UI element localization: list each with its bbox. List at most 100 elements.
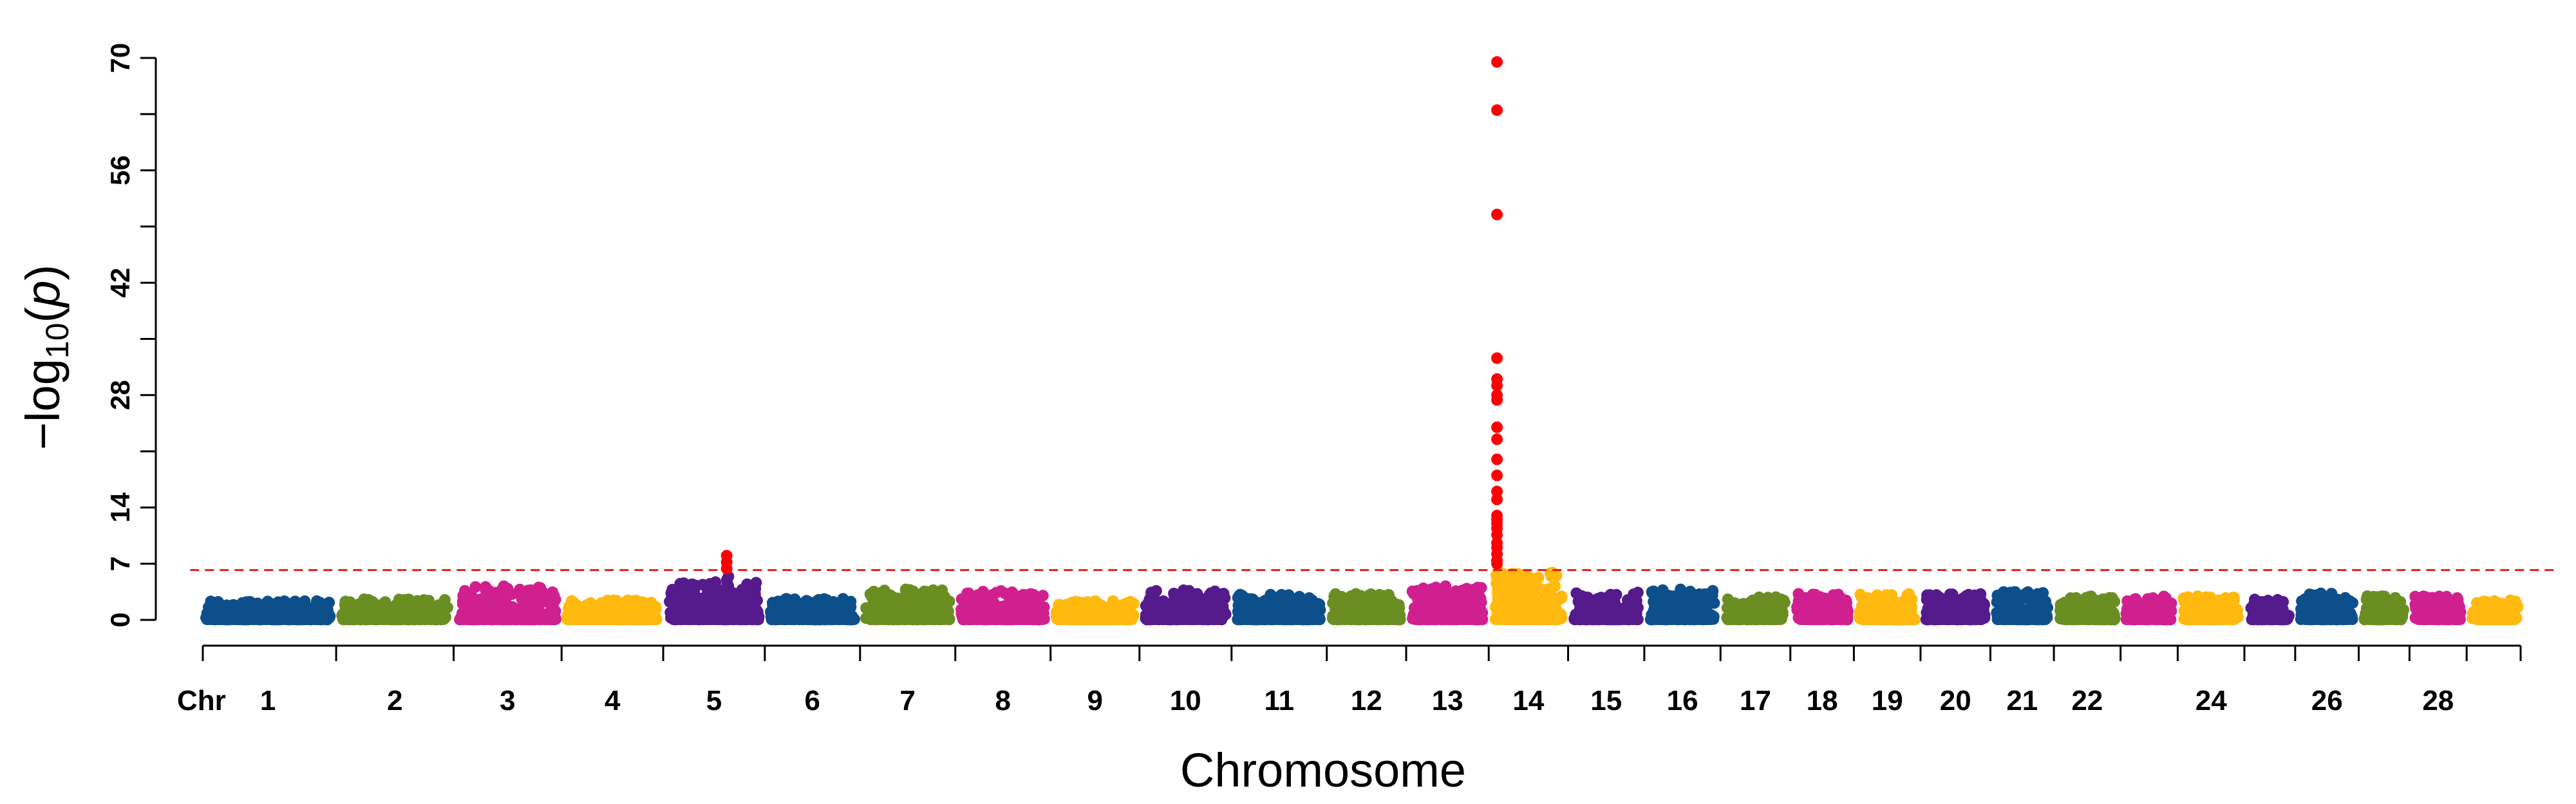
data-point: [1032, 597, 1044, 609]
chromosome-22-base-band: [2058, 608, 2116, 625]
chromosome-21-points: [1991, 586, 2054, 626]
chromosome-5-points: [664, 576, 765, 626]
data-point: [502, 599, 514, 612]
data-point: [253, 599, 265, 612]
chromosome-4-base-band: [566, 608, 659, 625]
data-point: [1698, 588, 1711, 600]
data-point: [2249, 594, 2261, 606]
data-point: [1764, 594, 1776, 605]
data-point: [1548, 592, 1560, 604]
data-point: [977, 586, 989, 598]
data-point: [1513, 590, 1525, 602]
data-point: [1970, 590, 1982, 602]
data-point: [1210, 594, 1222, 606]
data-point: [1442, 596, 1454, 608]
chromosome-5-base-band: [668, 608, 760, 625]
data-point: [1147, 591, 1159, 603]
data-point: [1677, 594, 1689, 606]
chromosome-3-base-band: [458, 608, 558, 625]
data-point: [481, 584, 493, 597]
chromosome-10-points: [1140, 584, 1232, 626]
peak-point: [1440, 580, 1452, 592]
data-point: [466, 590, 478, 603]
data-point: [518, 595, 531, 607]
chromosome-2-points: [336, 593, 453, 626]
data-point: [1529, 596, 1541, 608]
chromosome-17-points: [1721, 591, 1791, 626]
data-point: [1184, 599, 1196, 611]
chromosome-9-base-band: [1055, 608, 1135, 625]
chromosome-25-base-band: [2248, 608, 2291, 625]
chromosome-13-base-band: [1410, 608, 1485, 625]
data-point: [1574, 594, 1586, 606]
chromosome-7-base-band: [864, 608, 951, 625]
data-point: [2083, 592, 2095, 603]
chromosome-22-points: [2054, 590, 2121, 626]
data-point: [1550, 570, 1563, 582]
chromosome-26-points: [2295, 587, 2358, 626]
data-point: [1753, 591, 1765, 603]
data-point: [1866, 593, 1879, 605]
data-point: [1336, 592, 1348, 604]
data-point: [1905, 595, 1917, 607]
data-point: [423, 595, 435, 606]
data-point: [733, 592, 746, 604]
data-point: [344, 596, 356, 608]
chromosome-10-base-band: [1143, 608, 1227, 625]
chromosome-1-points: [200, 595, 336, 626]
data-point: [936, 584, 948, 596]
data-point: [870, 590, 882, 603]
data-point: [1957, 592, 1970, 604]
peak-point: [899, 583, 912, 595]
data-point: [1232, 592, 1244, 604]
data-point: [1800, 594, 1812, 606]
data-point: [1433, 599, 1445, 612]
data-point: [2214, 594, 2226, 606]
data-point: [1817, 595, 1829, 607]
chromosome-15-base-band: [1572, 608, 1640, 625]
data-point: [484, 597, 496, 609]
data-point: [2262, 597, 2275, 609]
chromosome-16-base-band: [1648, 608, 1716, 625]
chromosome-2-base-band: [341, 608, 449, 625]
chromosome-24-points: [2177, 590, 2244, 626]
chromosome-6-base-band: [769, 608, 856, 625]
data-point: [402, 594, 415, 606]
data-point: [1140, 600, 1152, 612]
data-point: [1006, 590, 1017, 603]
data-point: [827, 596, 840, 608]
peak-point: [995, 585, 1007, 597]
data-point: [516, 586, 528, 598]
data-point: [1506, 572, 1518, 583]
chromosome-16-points: [1644, 584, 1720, 626]
chromosome-17-base-band: [1725, 608, 1786, 625]
data-point: [1604, 588, 1617, 601]
data-point: [937, 595, 950, 608]
peak-point: [502, 583, 514, 595]
data-point: [457, 590, 469, 602]
data-point: [678, 594, 690, 606]
data-point: [688, 585, 700, 597]
chromosome-19-base-band: [1858, 608, 1917, 625]
peak-point: [1178, 584, 1190, 596]
chromosome-7-points: [860, 584, 955, 626]
chromosome-11-base-band: [1236, 608, 1322, 625]
data-point: [666, 597, 678, 609]
data-point: [1286, 595, 1299, 607]
chromosome-11-points: [1232, 588, 1326, 626]
data-point: [1364, 595, 1377, 607]
data-point: [1418, 583, 1430, 595]
data-point: [813, 599, 825, 611]
chromosome-1-base-band: [204, 608, 332, 625]
chromosome-21-base-band: [1995, 608, 2050, 625]
data-point: [1792, 588, 1805, 600]
data-point: [912, 596, 925, 608]
data-point: [920, 586, 932, 598]
data-point: [469, 581, 482, 593]
chromosome-18-base-band: [1794, 608, 1850, 625]
chromosome-15-points: [1568, 586, 1644, 626]
data-point: [796, 597, 808, 610]
data-point: [778, 595, 790, 607]
